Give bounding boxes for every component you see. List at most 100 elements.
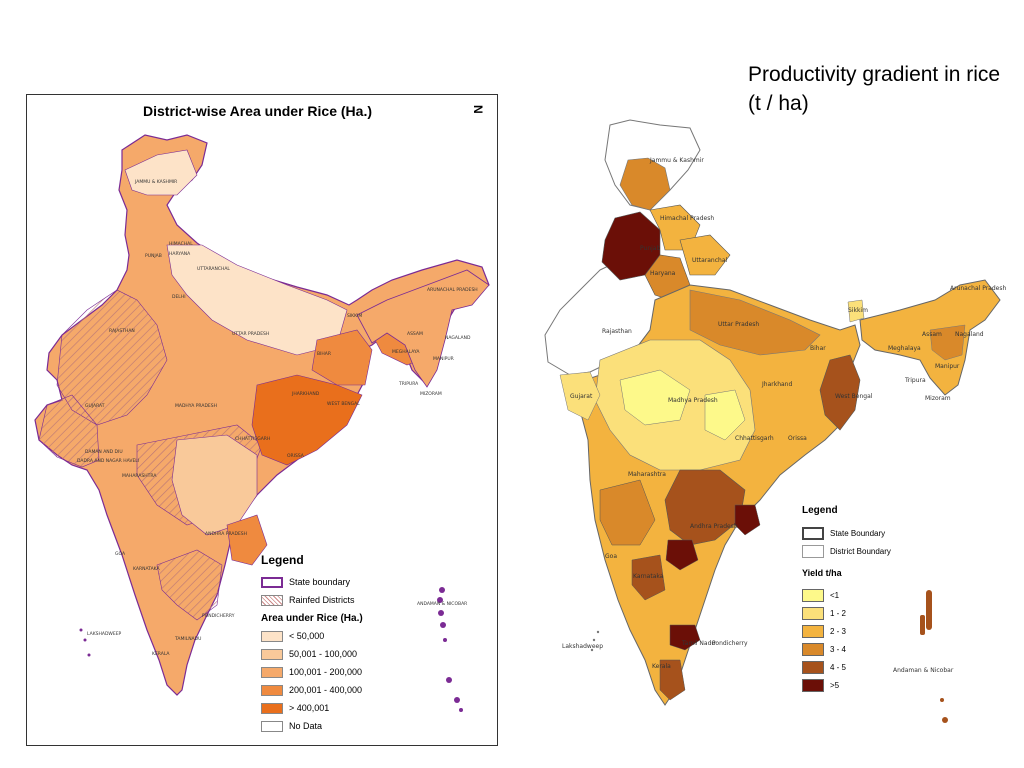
rainfed-swatch <box>261 594 283 606</box>
yield-legend-item: 4 - 5 <box>802 658 922 676</box>
area-legend-label: < 50,000 <box>289 631 325 641</box>
yield-state-boundary-label: State Boundary <box>830 528 886 538</box>
yield-label-hp: Himachal Pradesh <box>660 215 714 222</box>
yield-label-gujarat: Gujarat <box>570 393 593 400</box>
area-label-punjab: PUNJAB <box>145 253 162 259</box>
yield-legend-item: 1 - 2 <box>802 604 922 622</box>
area-legend-item: 200,001 - 400,000 <box>261 681 481 699</box>
area-label-jharkhand: JHARKHAND <box>291 391 320 397</box>
yield-legend-subtitle: Yield t/ha <box>802 568 842 578</box>
state-boundary-swatch <box>261 576 283 588</box>
yield-legend-label: 3 - 4 <box>830 644 847 654</box>
north-arrow-icon: N <box>471 105 485 114</box>
area-legend-swatch <box>261 720 283 732</box>
area-label-andaman: ANDAMAN & NICOBAR <box>417 601 467 607</box>
area-legend-item: 50,001 - 100,000 <box>261 645 481 663</box>
area-legend-label: > 400,001 <box>289 703 330 713</box>
yield-label-mizoram: Mizoram <box>925 395 951 402</box>
area-label-sikkim: SIKKIM <box>347 313 362 319</box>
yield-label-meghalaya: Meghalaya <box>888 345 921 352</box>
yield-map-rajasthan <box>544 257 666 376</box>
area-label-ap: ANDHRA PRADESH <box>205 531 247 537</box>
yield-label-mp: Madhya Pradesh <box>668 397 718 404</box>
area-label-mp: MADHYA PRADESH <box>175 403 217 409</box>
yield-legend-item: <1 <box>802 586 922 604</box>
yield-label-karnataka: Karnataka <box>633 573 664 580</box>
yield-label-maharashtra: Maharashtra <box>628 471 666 478</box>
area-label-nagaland: NAGALAND <box>445 335 471 341</box>
area-legend-rainfed: Rainfed Districts <box>261 591 481 609</box>
yield-label-pondicherry: Pondicherry <box>712 640 748 647</box>
yield-legend-swatch <box>802 624 824 638</box>
district-boundary-swatch <box>802 544 824 558</box>
yield-label-sikkim: Sikkim <box>848 307 868 314</box>
yield-map-legend: Legend State Boundary District Boundary … <box>802 505 922 694</box>
area-legend-label: 50,001 - 100,000 <box>289 649 358 659</box>
area-label-jk: JAMMU & KASHMIR <box>134 179 177 185</box>
area-legend-swatch <box>261 630 283 642</box>
area-label-himachal: HIMACHAL <box>169 241 193 247</box>
area-label-bihar: BIHAR <box>317 351 331 357</box>
area-label-orissa: ORISSA <box>287 453 305 459</box>
area-label-tamilnadu: TAMILNADU <box>174 636 201 642</box>
yield-map-wb <box>819 354 861 431</box>
area-legend-state-boundary: State boundary <box>261 573 481 591</box>
area-legend-swatch <box>261 648 283 660</box>
yield-map-haryana <box>644 254 691 301</box>
yield-legend-swatch <box>802 588 824 602</box>
area-label-assam: ASSAM <box>407 331 423 337</box>
yield-label-jharkhand: Jharkhand <box>761 381 792 388</box>
state-boundary-label: State boundary <box>289 577 351 587</box>
area-label-gujarat: GUJARAT <box>85 403 105 409</box>
district-boundary-label: District Boundary <box>830 546 891 556</box>
area-legend-item: No Data <box>261 717 481 735</box>
rainfed-label: Rainfed Districts <box>289 595 355 605</box>
area-map-region-labels: JAMMU & KASHMIR HIMACHAL PUNJAB HARYANA … <box>77 179 478 657</box>
area-label-lakshadweep: LAKSHADWEEP <box>87 631 122 637</box>
yield-map-hp <box>649 204 701 251</box>
yield-label-assam: Assam <box>922 331 942 338</box>
yield-legend-swatch <box>802 606 824 620</box>
yield-label-orissa: Orissa <box>788 435 807 442</box>
yield-legend-swatch <box>802 678 824 692</box>
area-label-kerala: KERALA <box>152 651 170 657</box>
area-map: JAMMU & KASHMIR HIMACHAL PUNJAB HARYANA … <box>34 134 490 712</box>
yield-label-lakshadweep: Lakshadweep <box>562 643 603 650</box>
yield-label-goa: Goa <box>605 553 617 560</box>
yield-map-ne <box>859 279 1001 396</box>
area-legend-label: 100,001 - 200,000 <box>289 667 363 677</box>
area-legend-classes: < 50,000 50,001 - 100,000 100,001 - 200,00… <box>261 627 481 735</box>
area-legend-swatch <box>261 684 283 696</box>
yield-label-uttaranchal: Uttaranchal <box>692 257 727 264</box>
area-label-goa: GOA <box>115 551 126 557</box>
yield-legend-classes: <1 1 - 2 2 - 3 3 - 4 4 - 5 >5 <box>802 586 922 694</box>
yield-legend-district-boundary: District Boundary <box>802 542 922 560</box>
area-legend-subtitle: Area under Rice (Ha.) <box>261 613 363 624</box>
yield-label-arunachal: Arunachal Pradesh <box>950 285 1006 292</box>
yield-legend-swatch <box>802 642 824 656</box>
yield-legend-label: 4 - 5 <box>830 662 847 672</box>
yield-label-rajasthan: Rajasthan <box>602 328 632 335</box>
yield-map-jk-south <box>619 157 671 211</box>
area-legend-item: 100,001 - 200,000 <box>261 663 481 681</box>
yield-legend-swatch <box>802 660 824 674</box>
yield-legend-item: >5 <box>802 676 922 694</box>
yield-legend-label: <1 <box>830 590 840 600</box>
yield-label-bihar: Bihar <box>810 345 826 352</box>
area-label-tripura: TRIPURA <box>398 381 419 387</box>
area-label-daman: DAMAN AND DIU <box>85 449 123 455</box>
area-legend-label: 200,001 - 400,000 <box>289 685 363 695</box>
yield-label-jk: Jammu & Kashmir <box>649 157 704 164</box>
area-label-up: UTTAR PRADESH <box>232 331 269 337</box>
area-legend-item: > 400,001 <box>261 699 481 717</box>
yield-map-jk <box>604 119 701 211</box>
area-label-haryana: HARYANA <box>169 251 191 257</box>
yield-label-tripura: Tripura <box>904 377 926 384</box>
yield-label-chhattisgarh: Chhattisgarh <box>735 435 774 442</box>
area-legend-swatch <box>261 666 283 678</box>
area-label-rajasthan: RAJASTHAN <box>109 328 135 334</box>
area-label-pondicherry: PONDICHERRY <box>202 613 235 619</box>
area-label-uttaranchal: UTTARANCHAL <box>197 266 230 272</box>
yield-map-punjab <box>601 211 661 281</box>
yield-label-punjab: Punjab <box>640 245 660 252</box>
